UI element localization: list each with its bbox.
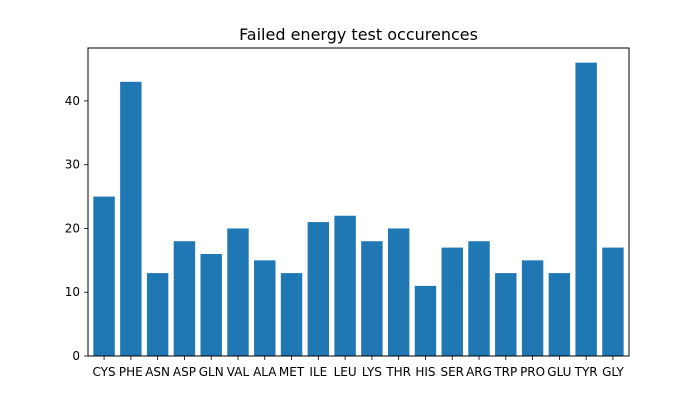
bar-asn: [146, 273, 169, 356]
x-tick-label: SER: [440, 365, 464, 379]
bar-phe: [120, 81, 142, 356]
x-tick-label: ALA: [253, 365, 277, 379]
x-tick-label: MET: [279, 365, 305, 379]
y-tick-label: 20: [65, 221, 80, 235]
x-tick-label: PRO: [520, 365, 545, 379]
x-axis-ticks: CYS PHE ASN ASP GLN VAL ALA MET ILE LEU LYS THR HIS S…: [93, 356, 624, 379]
x-tick-label: CYS: [93, 365, 116, 379]
bar-gln: [200, 253, 222, 356]
bar-trp: [495, 273, 517, 356]
y-axis-ticks: 0 10 20 30 40: [65, 94, 88, 363]
bar-gly: [602, 247, 624, 356]
x-tick-label: GLN: [199, 365, 224, 379]
x-tick-label: TRP: [493, 365, 517, 379]
bar-thr: [387, 228, 410, 356]
x-tick-label: HIS: [415, 365, 435, 379]
y-tick-label: 0: [72, 349, 80, 363]
bar-tyr: [575, 62, 597, 357]
bar-met: [280, 273, 303, 356]
y-tick-label: 30: [65, 158, 80, 172]
bar-pro: [521, 260, 544, 356]
bar-lys: [361, 241, 383, 356]
bar-glu: [548, 273, 571, 356]
x-tick-label: TYR: [574, 365, 598, 379]
x-tick-label: GLY: [602, 365, 624, 379]
bars-group: [93, 62, 624, 357]
x-tick-label: VAL: [227, 365, 250, 379]
bar-ser: [441, 247, 463, 356]
x-tick-label: LYS: [362, 365, 382, 379]
bar-ile: [307, 222, 330, 356]
plot-frame: [87, 47, 630, 357]
bar-asp: [173, 241, 196, 356]
x-tick-label: LEU: [334, 365, 357, 379]
x-tick-label: ARG: [466, 365, 492, 379]
y-tick-label: 40: [65, 94, 80, 108]
x-tick-label: ASN: [145, 365, 170, 379]
x-tick-label: ILE: [309, 365, 327, 379]
chart-title: Failed energy test occurences: [239, 25, 478, 44]
bar-arg: [468, 241, 490, 356]
x-tick-label: THR: [385, 365, 411, 379]
x-tick-label: ASP: [173, 365, 196, 379]
bar-val: [227, 228, 249, 356]
x-tick-label: PHE: [119, 365, 143, 379]
bar-his: [414, 285, 437, 356]
x-tick-label: GLU: [547, 365, 571, 379]
y-tick-label: 10: [65, 285, 80, 299]
bar-leu: [334, 215, 356, 356]
bar-ala: [254, 260, 276, 356]
bar-cys: [93, 196, 115, 356]
